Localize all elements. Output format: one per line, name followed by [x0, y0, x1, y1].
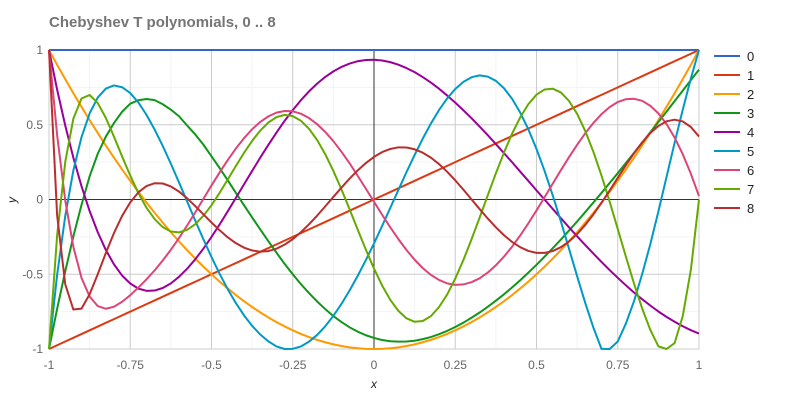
tick-labels: -1 -0.75 -0.5 -0.25 0 0.25 0.5 0.75 1 -1 -0.5 0 0.5 1 — [22, 43, 702, 372]
legend: 0 1 2 3 4 5 6 7 8 — [714, 49, 754, 216]
legend-item-6[interactable]: 6 — [714, 163, 754, 178]
x-tick-label: 1 — [696, 358, 703, 372]
series-line-2 — [48, 49, 700, 350]
legend-label: 5 — [747, 144, 754, 159]
legend-label: 4 — [747, 125, 754, 140]
x-axis-title: x — [370, 377, 378, 391]
series-line-4 — [48, 49, 700, 335]
y-tick-label: 1 — [36, 43, 43, 57]
series-line-1 — [48, 49, 700, 350]
legend-item-5[interactable]: 5 — [714, 144, 754, 159]
series-lines — [48, 49, 700, 350]
series-line-8 — [48, 49, 700, 311]
x-tick-label: -0.25 — [279, 358, 307, 372]
legend-item-7[interactable]: 7 — [714, 182, 754, 197]
legend-item-1[interactable]: 1 — [714, 68, 754, 83]
legend-item-8[interactable]: 8 — [714, 201, 754, 216]
x-tick-label: -0.75 — [117, 358, 145, 372]
x-tick-label: -0.5 — [201, 358, 222, 372]
legend-label: 8 — [747, 201, 754, 216]
legend-item-2[interactable]: 2 — [714, 87, 754, 102]
legend-item-0[interactable]: 0 — [714, 49, 754, 64]
legend-label: 7 — [747, 182, 754, 197]
chart-title: Chebyshev T polynomials, 0 .. 8 — [49, 14, 276, 31]
legend-item-4[interactable]: 4 — [714, 125, 754, 140]
legend-label: 6 — [747, 163, 754, 178]
legend-item-3[interactable]: 3 — [714, 106, 754, 121]
y-tick-label: 0.5 — [26, 118, 43, 132]
y-tick-label: -1 — [32, 342, 43, 356]
legend-label: 0 — [747, 49, 754, 64]
x-tick-label: -1 — [44, 358, 55, 372]
series-line-7 — [48, 87, 700, 350]
series-line-6 — [48, 49, 700, 310]
x-tick-label: 0.75 — [606, 358, 630, 372]
y-axis-title: y — [5, 196, 19, 204]
legend-label: 1 — [747, 68, 754, 83]
y-tick-label: 0 — [36, 193, 43, 207]
x-tick-label: 0.5 — [528, 358, 545, 372]
series-line-5 — [48, 49, 700, 350]
x-tick-label: 0 — [371, 358, 378, 372]
legend-label: 2 — [747, 87, 754, 102]
y-tick-label: -0.5 — [22, 267, 43, 281]
series-line-3 — [48, 68, 700, 350]
legend-label: 3 — [747, 106, 754, 121]
x-tick-label: 0.25 — [444, 358, 468, 372]
